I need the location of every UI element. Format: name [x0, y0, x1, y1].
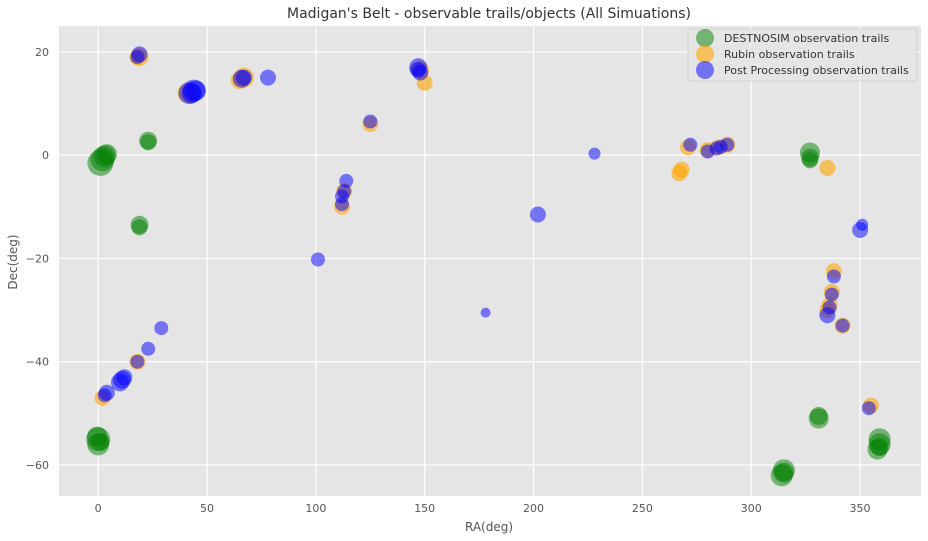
post-processing-point — [588, 147, 601, 160]
destnosim-point — [131, 219, 148, 236]
post-processing-point — [856, 218, 869, 231]
x-tick-label: 150 — [414, 502, 435, 515]
destnosim-point — [773, 462, 794, 483]
legend-label-destnosim: DESTNOSIM observation trails — [724, 32, 889, 45]
tick-labels: 0 50 100 150 200 250 300 350 −60 −40 −20 0 20 — [26, 46, 871, 515]
post-processing-point — [130, 354, 145, 369]
x-tick-label: 350 — [850, 502, 871, 515]
x-tick-label: 100 — [305, 502, 326, 515]
post-processing-point — [335, 197, 349, 212]
y-tick-label: 0 — [42, 149, 49, 162]
rubin-point — [673, 161, 690, 178]
x-tick-label: 200 — [523, 502, 544, 515]
destnosim-point — [809, 406, 828, 425]
post-processing-point — [311, 252, 325, 267]
y-tick-label: −60 — [26, 459, 49, 472]
chart-title: Madigan's Belt - observable trails/objec… — [287, 6, 691, 22]
post-processing-point — [186, 80, 207, 101]
post-processing-point — [97, 388, 112, 403]
y-tick-label: −40 — [26, 356, 49, 369]
data-points — [86, 46, 891, 487]
destnosim-point — [802, 152, 818, 169]
legend-label-post-processing: Post Processing observation trails — [724, 64, 909, 77]
destnosim-point — [870, 437, 889, 456]
x-tick-label: 250 — [632, 502, 653, 515]
legend-box — [687, 28, 918, 82]
post-processing-point — [141, 341, 156, 356]
post-processing-point — [819, 307, 836, 324]
post-processing-point — [339, 173, 354, 188]
x-tick-label: 300 — [741, 502, 762, 515]
post-processing-point — [236, 69, 252, 86]
post-processing-point — [116, 369, 133, 386]
x-axis-label: RA(deg) — [465, 520, 513, 534]
legend: DESTNOSIM observation trails Rubin obser… — [687, 28, 918, 82]
y-tick-label: −20 — [26, 252, 49, 265]
post-processing-point — [363, 114, 378, 129]
post-processing-point — [480, 307, 491, 318]
post-processing-point — [412, 64, 429, 81]
y-axis-label: Dec(deg) — [6, 234, 20, 289]
post-processing-point — [260, 69, 276, 86]
post-processing-point — [861, 401, 876, 416]
y-tick-label: 20 — [35, 46, 49, 59]
post-processing-point — [720, 137, 735, 152]
destnosim-point — [140, 134, 157, 151]
post-processing-point — [824, 287, 839, 302]
legend-marker-post-processing — [696, 61, 714, 79]
post-processing-point — [683, 137, 698, 152]
post-processing-point — [130, 50, 145, 64]
legend-label-rubin: Rubin observation trails — [724, 48, 855, 61]
legend-marker-destnosim — [696, 29, 714, 47]
x-tick-label: 50 — [200, 502, 214, 515]
plot-area — [59, 26, 921, 496]
destnosim-point — [91, 432, 110, 451]
post-processing-point — [154, 321, 169, 336]
legend-marker-rubin — [696, 45, 714, 63]
x-tick-label: 0 — [95, 502, 102, 515]
post-processing-point — [529, 206, 546, 223]
destnosim-point — [96, 144, 117, 165]
rubin-point — [819, 160, 836, 176]
post-processing-point — [826, 269, 841, 284]
post-processing-point — [835, 318, 850, 333]
